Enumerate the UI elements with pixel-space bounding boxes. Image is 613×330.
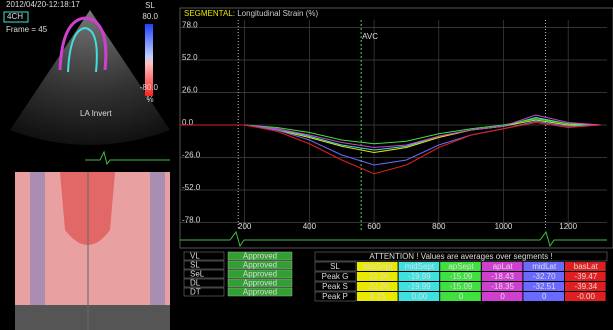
y-tick-label: 52.0 (182, 53, 198, 62)
ecg-strip (0, 148, 180, 168)
value-text: -39.34 (574, 282, 597, 291)
value-text: 0 (459, 292, 464, 301)
y-tick-label: 78.0 (182, 21, 198, 30)
status-text: Approved (243, 279, 277, 288)
value-text: -32.70 (533, 272, 556, 281)
row-label: Peak P (322, 292, 348, 301)
value-text: 0 (542, 292, 547, 301)
timestamp: 2012/04/20-12:18:17 (6, 0, 80, 9)
y-tick-label: 26.0 (182, 86, 198, 95)
header-label: midSept (405, 262, 435, 271)
x-tick-label: 600 (367, 222, 381, 231)
value-text: -18.35 (491, 282, 514, 291)
header-label: apLat (493, 262, 514, 271)
value-text: -19.99 (408, 282, 431, 291)
results-title: ATTENTION ! Values are averages over seg… (369, 252, 552, 261)
value-text: -18.43 (491, 272, 514, 281)
frame-label: Frame = 45 (6, 25, 48, 34)
value-text: 0.00 (412, 292, 428, 301)
status-label: DL (190, 279, 201, 288)
scale-unit: % (146, 95, 153, 104)
row-label: Peak G (322, 272, 349, 281)
y-tick-label: 0.0 (182, 118, 194, 127)
m-mode-gray (15, 305, 170, 330)
x-tick-label: 400 (303, 222, 317, 231)
value-text: -22.06 (366, 282, 389, 291)
status-label: SeL (190, 270, 205, 279)
chart-title: SEGMENTAL: Longitudinal Strain (%) (184, 9, 318, 18)
header-label: midLat (532, 262, 557, 271)
view-label: 4CH (7, 12, 23, 21)
y-tick-label: -78.0 (182, 216, 201, 225)
status-text: Approved (243, 261, 277, 270)
status-text: Approved (243, 288, 277, 297)
x-tick-label: 1000 (495, 222, 513, 231)
header-label: basSept (363, 262, 393, 271)
header-label: basLat (574, 262, 599, 271)
status-label: SL (190, 261, 200, 270)
title-prefix: SEGMENTAL: (184, 9, 235, 18)
title-text: Longitudinal Strain (%) (237, 9, 318, 18)
value-text: 0.15 (370, 292, 386, 301)
avc-label: AVC (362, 32, 378, 41)
overlay-label: LA Invert (80, 109, 112, 118)
value-text: -15.09 (450, 282, 473, 291)
scale-max: 80.0 (142, 12, 158, 21)
y-tick-label: -26.0 (182, 151, 201, 160)
scale-label: SL (145, 1, 155, 10)
value-text: -15.09 (450, 272, 473, 281)
screen: 2012/04/20-12:18:17 4CH Frame = 45 SL 80… (0, 0, 613, 330)
status-label: VL (190, 252, 200, 261)
row-label: Peak S (322, 282, 348, 291)
value-text: -0.00 (577, 292, 596, 301)
status-text: Approved (243, 252, 277, 261)
value-text: -22.06 (366, 272, 389, 281)
value-text: -32.51 (533, 282, 556, 291)
status-label: DT (190, 288, 201, 297)
status-text: Approved (243, 270, 277, 279)
header-label: apSept (448, 262, 474, 271)
x-tick-label: 800 (432, 222, 446, 231)
scale-min: -80.0 (140, 83, 159, 92)
value-text: -39.47 (574, 272, 597, 281)
y-tick-label: -52.0 (182, 183, 201, 192)
value-text: 0 (500, 292, 505, 301)
header-label: SL (330, 262, 340, 271)
value-text: -19.99 (408, 272, 431, 281)
x-tick-label: 1200 (559, 222, 577, 231)
x-tick-label: 200 (238, 222, 252, 231)
